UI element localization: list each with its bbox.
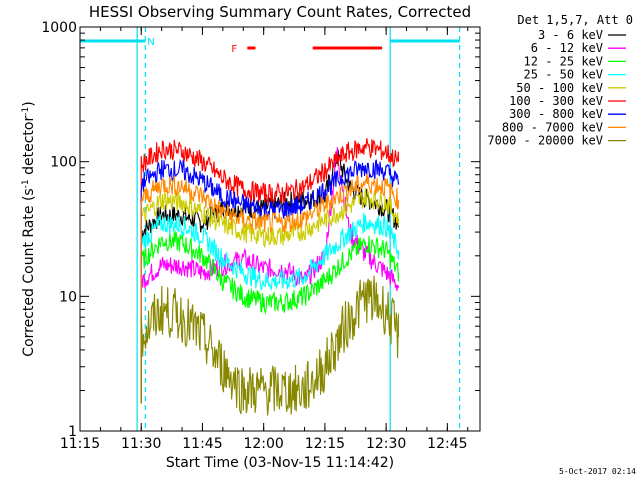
plot-frame xyxy=(79,26,481,432)
x-axis-label: Start Time (03-Nov-15 11:14:42) xyxy=(166,455,394,471)
series-line-5 xyxy=(140,138,399,404)
x-tick-label-3: 12:00 xyxy=(243,436,283,452)
legend-label-7: 800 - 7000 keV xyxy=(502,120,603,134)
legend-label-3: 25 - 50 keV xyxy=(524,68,603,82)
x-tick-label-2: 11:45 xyxy=(182,436,222,452)
legend-header: Det 1,5,7, Att 0 xyxy=(517,13,633,27)
y-tick-label-3: 1 xyxy=(68,424,77,440)
legend-label-5: 100 - 300 keV xyxy=(509,94,603,108)
legend-label-4: 50 - 100 keV xyxy=(516,81,603,95)
series-line-3 xyxy=(140,212,399,404)
x-axis: 11:15 11:30 11:45 12:00 12:15 12:30 12:45 xyxy=(60,27,469,452)
flag-label-F: F xyxy=(231,44,237,55)
legend-label-0: 3 - 6 keV xyxy=(538,28,603,42)
x-tick-label-0: 11:15 xyxy=(60,436,100,452)
series-line-2 xyxy=(140,229,399,404)
plot-area: NF xyxy=(80,27,461,431)
series-line-6 xyxy=(140,158,399,404)
x-tick-label-6: 12:45 xyxy=(427,436,467,452)
x-tick-label-5: 12:30 xyxy=(366,436,406,452)
x-tick-label-1: 11:30 xyxy=(121,436,161,452)
y-tick-label-0: 1000 xyxy=(41,20,77,36)
x-tick-label-4: 12:15 xyxy=(305,436,345,452)
timestamp: 5-Oct-2017 02:14 xyxy=(559,467,636,476)
y-tick-label-1: 100 xyxy=(50,155,77,171)
chart-title: HESSI Observing Summary Count Rates, Cor… xyxy=(89,3,471,21)
legend-label-2: 12 - 25 keV xyxy=(524,54,603,68)
series-line-8 xyxy=(140,275,399,416)
series-line-4 xyxy=(140,187,399,404)
series-line-7 xyxy=(140,174,399,404)
flag-label-N: N xyxy=(147,37,154,48)
legend-label-8: 7000 - 20000 keV xyxy=(487,134,603,148)
legend-label-6: 300 - 800 keV xyxy=(509,107,603,121)
legend-label-1: 6 - 12 keV xyxy=(531,41,603,55)
y-axis: 1000 100 10 1 xyxy=(41,20,480,440)
y-axis-label: Corrected Count Rate (s-1 detector-1) xyxy=(21,101,37,356)
series-line-1 xyxy=(140,147,399,404)
y-tick-label-2: 10 xyxy=(59,289,77,305)
